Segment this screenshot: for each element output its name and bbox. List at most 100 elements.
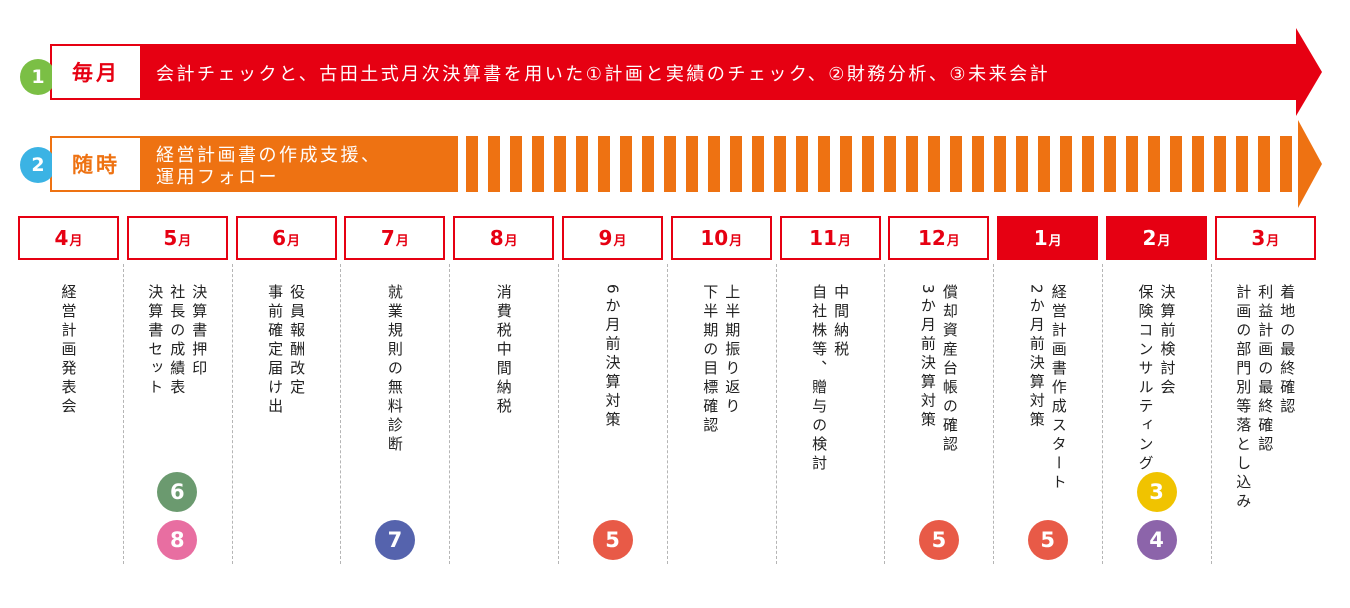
month-unit: 月: [395, 234, 409, 249]
task-line: 2か月前決算対策: [1027, 284, 1046, 431]
task-line: 就業規則の無料診断: [385, 284, 404, 455]
column-separator: [1102, 264, 1103, 564]
monthly-description: 会計チェックと、古田土式月次決算書を用いた①計画と実績のチェック、②財務分析、③…: [156, 64, 1051, 85]
month-unit: 月: [178, 234, 192, 249]
month-unit: 月: [1048, 234, 1062, 249]
task-line: 償却資産台帳の確認: [940, 284, 959, 455]
task-line: 決算前検討会: [1158, 284, 1177, 398]
monthly-arrow-body: [50, 44, 1298, 100]
task-line: 着地の最終確認: [1278, 284, 1297, 417]
month-unit: 月: [729, 234, 743, 249]
task-line: 上半期振り返り: [723, 284, 742, 417]
month-number: 2: [1142, 226, 1157, 250]
task-line: 中間納税: [832, 284, 851, 360]
month-tasks-7: 就業規則の無料診断: [384, 284, 406, 455]
task-line: 経営計画書作成スタート: [1049, 284, 1068, 493]
month-tasks-9: 6か月前決算対策: [602, 284, 624, 431]
task-line: 事前確定届け出: [266, 284, 285, 417]
month-number: 6: [272, 226, 287, 250]
month-tasks-3: 着地の最終確認 利益計画の最終確認 計画の部門別等落とし込み: [1232, 284, 1298, 512]
month-tasks-8: 消費税中間納税: [493, 284, 515, 417]
monthly-arrow-head: [1296, 28, 1322, 116]
task-line: 下半期の目標確認: [701, 284, 720, 436]
task-line: 消費税中間納税: [494, 284, 513, 417]
month-unit: 月: [287, 234, 301, 249]
month-header-10: 10 月: [670, 216, 772, 260]
service-number-badge: 4: [1136, 520, 1177, 560]
month-unit: 月: [1157, 234, 1171, 249]
task-line: 利益計画の最終確認: [1256, 284, 1275, 455]
month-number: 9: [598, 226, 613, 250]
column-separator: [558, 264, 559, 564]
column-separator: [340, 264, 342, 564]
month-tasks-11: 中間納税 自社株等、贈与の検討: [808, 284, 852, 474]
month-number: 1: [1033, 226, 1048, 250]
lane-number-1: 1: [20, 59, 56, 95]
column-separator: [231, 264, 233, 564]
task-line: 3か月前決算対策: [918, 284, 937, 431]
task-line: 自社株等、贈与の検討: [810, 284, 829, 474]
lane-number-2: 2: [20, 147, 56, 183]
month-unit: 月: [504, 234, 518, 249]
month-number: 4: [54, 226, 69, 250]
task-line: 計画の部門別等落とし込み: [1234, 284, 1253, 512]
as-needed-dashed-arrow: [466, 136, 1298, 192]
service-number-badge: 5: [1027, 520, 1068, 560]
as-needed-description: 経営計画書の作成支援、 運用フォロー: [156, 145, 456, 189]
month-number: 3: [1251, 226, 1266, 250]
service-number-badge: 6: [157, 472, 198, 512]
month-number: 12: [917, 226, 946, 250]
month-header-12: 12 月: [888, 216, 990, 260]
month-tasks-5: 決算書押印 社長の成績表 決算書セット: [144, 284, 210, 398]
month-number: 7: [380, 226, 395, 250]
column-separator: [1210, 264, 1212, 564]
column-separator: [449, 264, 451, 564]
service-number-badge: 3: [1136, 472, 1177, 512]
month-unit: 月: [69, 234, 83, 249]
month-number: 8: [489, 226, 504, 250]
month-header-11: 11 月: [779, 216, 881, 260]
service-number-badge: 8: [157, 520, 198, 560]
month-tasks-1: 経営計画書作成スタート 2か月前決算対策: [1026, 284, 1070, 493]
month-tasks-6: 役員報酬改定 事前確定届け出: [264, 284, 308, 417]
task-line: 決算書セット: [146, 284, 165, 398]
column-separator: [775, 264, 777, 564]
task-line: 役員報酬改定: [288, 284, 307, 398]
month-tasks-4: 経営計画発表会: [58, 284, 80, 417]
as-needed-line-1: 経営計画書の作成支援、: [156, 145, 382, 166]
task-line: 決算書押印: [190, 284, 209, 379]
as-needed-arrow-head: [1298, 120, 1322, 208]
as-needed-line-2: 運用フォロー: [156, 167, 279, 188]
column-separator: [884, 264, 886, 564]
column-separator: [122, 264, 124, 564]
service-number-badge: 7: [374, 520, 415, 560]
monthly-tag: 毎月: [52, 46, 140, 98]
month-unit: 月: [1266, 234, 1280, 249]
month-unit: 月: [946, 234, 960, 249]
month-tasks-12: 償却資産台帳の確認 3か月前決算対策: [917, 284, 961, 455]
month-unit: 月: [838, 234, 852, 249]
month-tasks-10: 上半期振り返り 下半期の目標確認: [699, 284, 743, 436]
task-line: 保険コンサルティング: [1136, 284, 1155, 474]
task-line: 社長の成績表: [168, 284, 187, 398]
column-separator: [993, 264, 995, 564]
column-separator: [666, 264, 668, 564]
service-number-badge: 5: [918, 520, 959, 560]
month-number: 10: [700, 226, 729, 250]
service-number-badge: 5: [592, 520, 633, 560]
month-unit: 月: [613, 234, 627, 249]
task-line: 6か月前決算対策: [603, 284, 622, 431]
task-line: 経営計画発表会: [59, 284, 78, 417]
month-number: 11: [809, 226, 837, 250]
as-needed-tag: 随時: [52, 138, 140, 190]
month-tasks-2: 決算前検討会 保険コンサルティング: [1135, 284, 1179, 474]
